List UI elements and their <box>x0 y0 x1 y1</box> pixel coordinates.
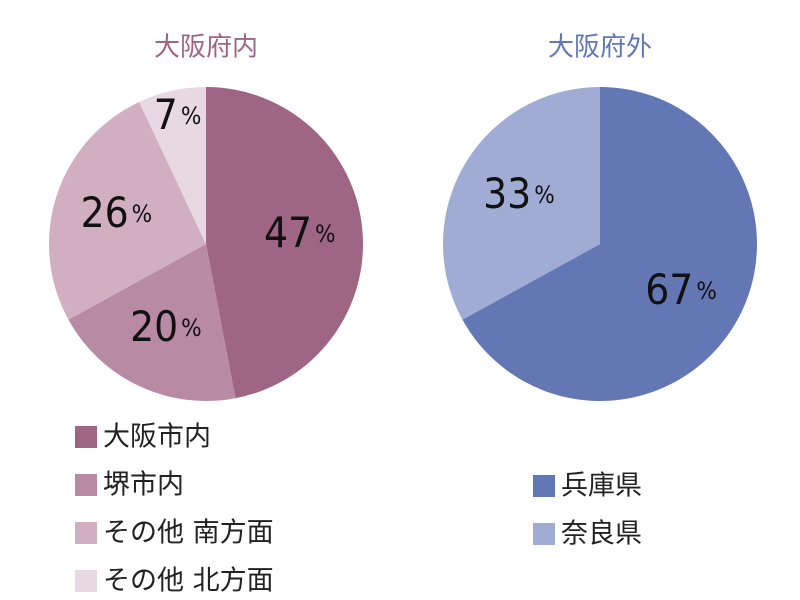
data-label: 67% <box>645 264 717 313</box>
legend-swatch <box>75 474 97 496</box>
pie-slice <box>49 101 206 320</box>
data-label: 7% <box>154 89 202 138</box>
legend-label: 奈良県 <box>561 519 642 550</box>
legend-swatch <box>533 475 555 497</box>
data-label: 47% <box>264 208 336 257</box>
legend-swatch <box>533 523 555 545</box>
data-label: 33% <box>483 169 555 218</box>
legend-label: 大阪市内 <box>103 422 211 453</box>
pie-slice <box>443 87 600 320</box>
legend-label: 堺市内 <box>103 470 184 501</box>
legend-swatch <box>75 570 97 592</box>
chart-title: 大阪府外 <box>548 33 652 63</box>
pie-slice <box>68 244 236 401</box>
legend-label: その他 北方面 <box>103 566 274 597</box>
legend-label: その他 南方面 <box>103 518 274 549</box>
legend-swatch <box>75 426 97 448</box>
data-label: 20% <box>130 302 202 351</box>
data-label: 26% <box>81 187 153 236</box>
pie-slice <box>139 87 206 244</box>
pie-slice <box>206 87 363 399</box>
pie-slice <box>462 87 757 401</box>
legend-swatch <box>75 522 97 544</box>
legend-label: 兵庫県 <box>561 471 642 502</box>
chart-title: 大阪府内 <box>154 33 258 63</box>
